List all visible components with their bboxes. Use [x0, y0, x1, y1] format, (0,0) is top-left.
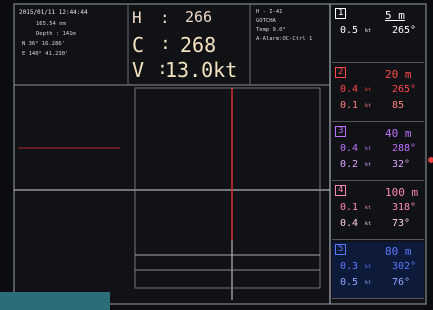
- header-line: E 140° 41.230': [22, 52, 68, 58]
- layer-speed: 0.3: [340, 262, 358, 272]
- readout-value: 13.0kt: [165, 60, 237, 80]
- readout-label: H: [132, 10, 142, 26]
- status-line: GOTCHA: [256, 19, 276, 25]
- layer-direction: 265°: [392, 85, 416, 95]
- readout-value: 268: [180, 35, 216, 55]
- layer-direction: 32°: [392, 160, 410, 170]
- layer-speed: 0.1: [340, 101, 358, 111]
- datetime: 2015/01/11 12:44:44: [19, 10, 88, 16]
- layer-depth: 20 m: [385, 69, 412, 80]
- readout-value: 266: [185, 10, 212, 25]
- layer-speed: 0.2: [340, 160, 358, 170]
- layer-index: 2: [335, 67, 346, 78]
- layer-index: 4: [335, 185, 346, 196]
- layer-depth: 80 m: [385, 246, 412, 257]
- readout-label: C: [132, 35, 144, 55]
- instrument-screen: 2015/01/11 12:44:44 165.54 nm Depth : 141m…: [0, 0, 433, 310]
- layer-speed: 0.5: [340, 278, 358, 288]
- status-line: H - I-41: [256, 10, 283, 16]
- layer-direction: 288°: [392, 144, 416, 154]
- speed-unit: kt: [365, 206, 371, 211]
- header-line: 165.54 nm: [36, 22, 66, 28]
- layer-direction: 76°: [392, 278, 410, 288]
- layer-index: 5: [335, 244, 346, 255]
- layer-direction: 85: [392, 101, 404, 111]
- layer-direction: 318°: [392, 203, 416, 213]
- layer-speed: 0.4: [340, 85, 358, 95]
- speed-unit: kt: [365, 104, 371, 109]
- speed-unit: kt: [365, 88, 371, 93]
- layer-speed: 0.4: [340, 144, 358, 154]
- layer-direction: 73°: [392, 219, 410, 229]
- readout-sep: :: [160, 10, 170, 26]
- layer-depth: 5 m: [385, 10, 405, 21]
- layer-speed: 0.4: [340, 219, 358, 229]
- layer-index: 1: [335, 8, 346, 19]
- layer-direction: 302°: [392, 262, 416, 272]
- speed-unit: kt: [365, 281, 371, 286]
- speed-unit: kt: [365, 147, 371, 152]
- speed-unit: kt: [365, 222, 371, 227]
- speed-unit: kt: [365, 29, 371, 34]
- status-line: A-Alarm:OC-Ctrl 1: [256, 37, 312, 43]
- readout-sep: :: [160, 35, 171, 53]
- layer-speed: 0.1: [340, 203, 358, 213]
- speed-unit: kt: [365, 265, 371, 270]
- header-line: Depth : 141m: [36, 32, 76, 38]
- readout-label: V: [132, 60, 144, 80]
- status-line: Temp 9.0°: [256, 28, 286, 34]
- layer-depth: 40 m: [385, 128, 412, 139]
- layer-depth: 100 m: [385, 187, 418, 198]
- layer-index: 3: [335, 126, 346, 137]
- layer-direction: 265°: [392, 26, 416, 36]
- speed-unit: kt: [365, 163, 371, 168]
- layer-speed: 0.5: [340, 26, 358, 36]
- header-line: N 36° 16.286': [22, 42, 65, 48]
